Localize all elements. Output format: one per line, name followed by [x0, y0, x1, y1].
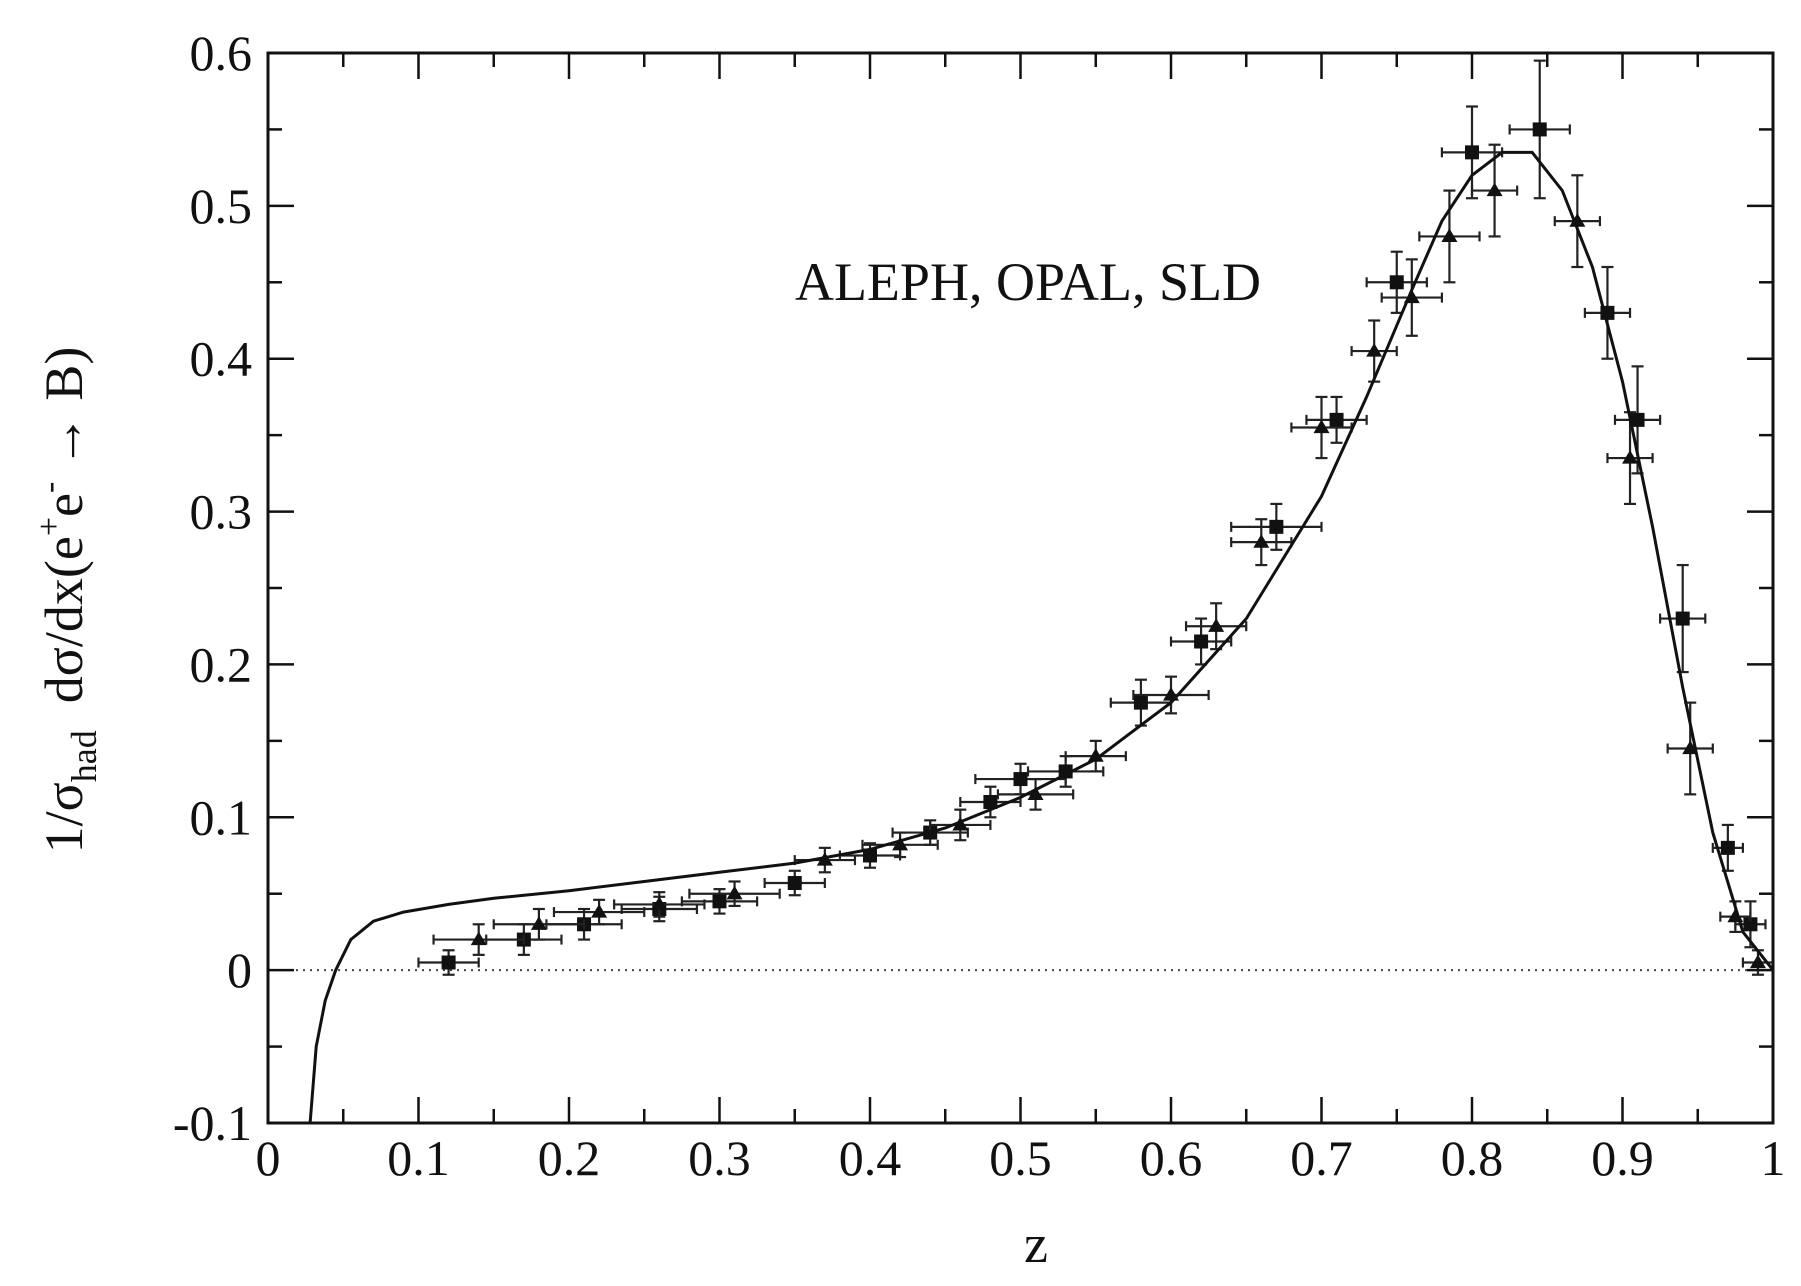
- y-axis-title: 1/σhad dσ/dx(e+e- → B): [31, 347, 104, 854]
- data-point-circle: [1743, 917, 1758, 932]
- data-point-circle: [787, 876, 802, 891]
- plot-frame: [266, 51, 1775, 1125]
- data-point-circle: [1675, 611, 1690, 626]
- plot-area: [268, 59, 1773, 1123]
- data-point-circle: [1269, 519, 1284, 534]
- x-tick-label: 0.5: [989, 1130, 1052, 1186]
- data-point-circle: [1532, 122, 1547, 137]
- data-point-triangle: [726, 885, 743, 900]
- data-point-circle: [1630, 412, 1645, 427]
- y-axis-title-prefix: 1/σ: [34, 782, 94, 853]
- data-point-triangle: [1366, 343, 1383, 357]
- data-point-triangle: [1622, 450, 1639, 464]
- y-tick-label: 0.3: [190, 484, 253, 540]
- x-tick-label: 0.2: [538, 1130, 601, 1186]
- x-tick-label: 0.9: [1591, 1130, 1654, 1186]
- data-point-triangle: [1749, 954, 1766, 969]
- fit-curve: [308, 150, 1773, 1123]
- x-tick-label: 0.4: [839, 1130, 902, 1186]
- y-tick-label: 0.2: [190, 636, 253, 692]
- data-point-circle: [1720, 840, 1735, 855]
- x-tick-label: 0.3: [688, 1130, 751, 1186]
- data-point-triangle: [1569, 213, 1586, 227]
- data-point-circle: [1465, 145, 1479, 160]
- data-point-circle: [712, 894, 727, 909]
- data-point-triangle: [591, 904, 608, 918]
- data-point-triangle: [1313, 419, 1330, 434]
- data-point-triangle: [1208, 618, 1225, 632]
- y-tick-label: 0.1: [190, 789, 253, 845]
- data-point-triangle: [1441, 228, 1458, 243]
- x-tick-label: 0.8: [1441, 1130, 1504, 1186]
- data-point-triangle: [1253, 534, 1270, 548]
- data-point-circle: [863, 848, 877, 863]
- data-point-circle: [1194, 634, 1209, 649]
- data-point-triangle: [651, 896, 668, 911]
- y-tick-label: 0.5: [190, 178, 253, 234]
- y-axis-title-mid: dσ/dx(e: [34, 536, 94, 730]
- axes: 0 0.1 0.2 0.3 0.4 0.5 0.6 0.7 0.8 0.9 1-0.100.10.2…: [173, 25, 1786, 1186]
- data-point-circle: [1329, 412, 1344, 427]
- data-point-triangle: [1087, 748, 1104, 762]
- data-point-triangle: [530, 916, 547, 930]
- y-tick-label: 0.6: [190, 25, 253, 81]
- data-point-triangle: [1682, 740, 1699, 755]
- data-point-circle: [983, 795, 998, 809]
- y-axis-title-sup1: +: [31, 517, 68, 536]
- chart-annotation: ALEPH, OPAL, SLD: [795, 252, 1261, 312]
- data-point-triangle: [892, 836, 909, 851]
- y-axis-title-suffix: → B): [34, 347, 94, 482]
- y-tick-label: 0.4: [190, 331, 253, 387]
- y-axis-title-sub: had: [64, 730, 104, 782]
- x-tick-label: 0.7: [1290, 1130, 1353, 1186]
- y-tick-label: 0: [227, 942, 252, 998]
- y-axis-title-e2: e: [34, 493, 94, 517]
- x-tick-label: 0.1: [387, 1130, 450, 1186]
- x-tick-label: 0: [256, 1130, 281, 1186]
- data-point-circle: [1389, 275, 1404, 290]
- svg-text:1/σhad dσ/dx(e+e- → B): 1/σhad dσ/dx(e+e- → B): [31, 347, 104, 854]
- data-point-triangle: [1027, 786, 1044, 800]
- data-point-circle: [1013, 772, 1028, 787]
- data-point-triangle: [470, 931, 487, 946]
- x-axis-title: z: [1024, 1214, 1048, 1274]
- x-tick-label: 1: [1761, 1130, 1786, 1186]
- data-point-triangle: [1486, 182, 1503, 197]
- data-point-circle: [441, 955, 456, 970]
- data-point-circle: [1133, 695, 1148, 710]
- x-tick-label: 0.6: [1140, 1130, 1203, 1186]
- series-group: [308, 59, 1773, 1123]
- data-point-triangle: [952, 816, 969, 831]
- y-axis-title-sup2: -: [31, 482, 68, 493]
- y-tick-label: -0.1: [173, 1095, 252, 1151]
